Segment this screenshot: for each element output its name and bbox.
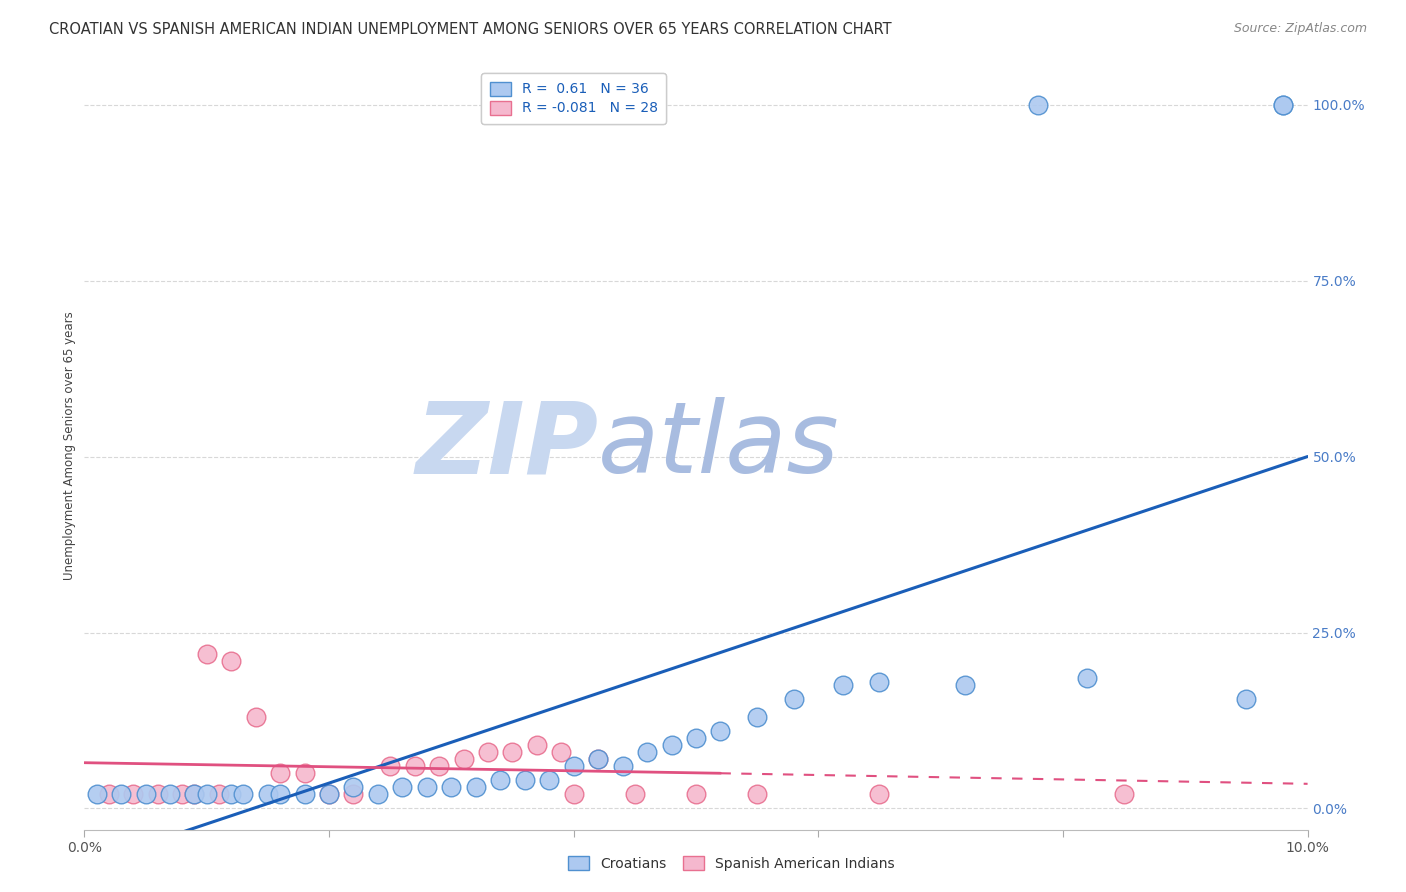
Point [1114, 788, 1136, 802]
Point [685, 788, 707, 802]
Point [427, 759, 450, 773]
Legend: R =  0.61   N = 36, R = -0.081   N = 28: R = 0.61 N = 36, R = -0.081 N = 28 [481, 73, 666, 124]
Point [685, 731, 707, 745]
Point [367, 788, 389, 802]
Point [269, 766, 291, 780]
Point [1028, 97, 1050, 112]
Point [110, 788, 132, 802]
Point [489, 773, 512, 788]
Point [416, 780, 439, 795]
Point [97, 788, 120, 802]
Point [269, 788, 291, 802]
Point [464, 780, 486, 795]
Point [342, 780, 364, 795]
Point [513, 773, 536, 788]
Point [661, 738, 683, 752]
Point [195, 647, 218, 661]
Y-axis label: Unemployment Among Seniors over 65 years: Unemployment Among Seniors over 65 years [63, 311, 76, 581]
Point [86, 788, 108, 802]
Point [232, 788, 254, 802]
Point [550, 745, 572, 759]
Point [122, 788, 145, 802]
Legend: Croatians, Spanish American Indians: Croatians, Spanish American Indians [562, 851, 900, 876]
Point [391, 780, 413, 795]
Point [562, 788, 585, 802]
Point [1272, 97, 1295, 112]
Point [318, 788, 340, 802]
Point [502, 745, 524, 759]
Point [219, 654, 242, 668]
Point [1236, 692, 1258, 706]
Point [586, 752, 609, 766]
Point [636, 745, 658, 759]
Point [146, 788, 169, 802]
Point [172, 788, 194, 802]
Text: CROATIAN VS SPANISH AMERICAN INDIAN UNEMPLOYMENT AMONG SENIORS OVER 65 YEARS COR: CROATIAN VS SPANISH AMERICAN INDIAN UNEM… [49, 22, 891, 37]
Point [318, 788, 340, 802]
Point [869, 788, 891, 802]
Point [380, 759, 402, 773]
Point [477, 745, 499, 759]
Text: atlas: atlas [598, 398, 839, 494]
Point [195, 788, 218, 802]
Point [624, 788, 647, 802]
Point [183, 788, 205, 802]
Point [1076, 671, 1098, 685]
Point [208, 788, 231, 802]
Point [747, 710, 769, 724]
Point [294, 788, 316, 802]
Point [257, 788, 280, 802]
Point [440, 780, 463, 795]
Point [562, 759, 585, 773]
Point [183, 788, 205, 802]
Point [245, 710, 267, 724]
Text: Source: ZipAtlas.com: Source: ZipAtlas.com [1233, 22, 1367, 36]
Point [709, 724, 731, 739]
Point [342, 788, 364, 802]
Point [526, 738, 548, 752]
Point [586, 752, 609, 766]
Point [831, 678, 853, 692]
Point [294, 766, 316, 780]
Point [453, 752, 475, 766]
Text: ZIP: ZIP [415, 398, 598, 494]
Point [159, 788, 181, 802]
Point [783, 692, 806, 706]
Point [612, 759, 634, 773]
Point [135, 788, 157, 802]
Point [219, 788, 242, 802]
Point [1272, 97, 1295, 112]
Point [869, 674, 891, 689]
Point [747, 788, 769, 802]
Point [404, 759, 426, 773]
Point [538, 773, 561, 788]
Point [953, 678, 976, 692]
